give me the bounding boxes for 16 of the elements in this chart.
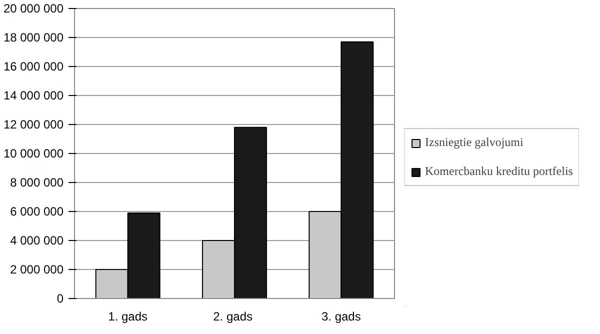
y-tick-label: 20 000 000 bbox=[3, 2, 64, 16]
y-tick-label: 0 bbox=[56, 292, 64, 306]
y-tick-label: 12 000 000 bbox=[3, 118, 64, 132]
y-tick-label: 14 000 000 bbox=[3, 88, 64, 102]
legend-label: Komercbanku kreditu portfelis bbox=[425, 164, 573, 179]
y-tick-label: 10 000 000 bbox=[3, 146, 64, 160]
x-tick-label: 2. gads bbox=[213, 310, 253, 324]
y-tick-label: 8 000 000 bbox=[10, 176, 64, 190]
x-tick-label: 3. gads bbox=[321, 310, 361, 324]
y-tick-label: 4 000 000 bbox=[10, 234, 64, 248]
y-tick-label: 18 000 000 bbox=[3, 30, 64, 44]
y-tick-label: 2 000 000 bbox=[10, 262, 64, 276]
y-tick-label: 16 000 000 bbox=[3, 60, 64, 74]
y-tick-label: 6 000 000 bbox=[10, 204, 64, 218]
x-tick-label: 1. gads bbox=[108, 310, 148, 324]
legend-label: Izsniegtie galvojumi bbox=[425, 135, 524, 150]
